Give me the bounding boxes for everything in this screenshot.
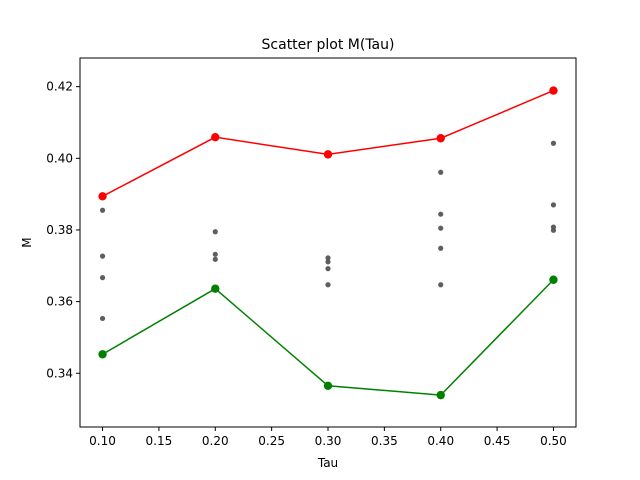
- series-1-point-1: [211, 132, 220, 142]
- series-0-point-1: [99, 253, 106, 259]
- series-2-point-4: [549, 275, 558, 284]
- series-0-point-19: [550, 227, 557, 233]
- series-0-point-3: [99, 315, 106, 322]
- series-2-point-0: [98, 350, 107, 359]
- y-axis-label: M: [20, 237, 34, 247]
- ticks-layer: 0.10 0.15 0.20 0.25 0.30 0.35 0.40 0.45 0.50 0.34…: [46, 80, 567, 448]
- series-0-point-14: [438, 245, 444, 251]
- series-0-point-11: [438, 169, 444, 175]
- series-0-point-9: [325, 266, 331, 272]
- series-2-line: [102, 279, 554, 396]
- y-tick-label-3: 0.40: [46, 151, 73, 165]
- series-2-point-1: [211, 284, 220, 293]
- series-0-point-5: [212, 251, 218, 257]
- y-tick-label-0: 0.34: [46, 366, 73, 380]
- chart-title: Scatter plot M(Tau): [262, 37, 395, 53]
- series-0-point-15: [438, 282, 444, 288]
- x-axis-label: Tau: [317, 456, 338, 470]
- series-0-point-8: [325, 259, 331, 265]
- series-2-point-3: [436, 390, 445, 400]
- series-0-point-17: [550, 202, 557, 208]
- plot-frame: [79, 57, 577, 428]
- x-tick-label-0: 0.10: [89, 434, 116, 448]
- series-0-point-16: [550, 140, 557, 146]
- series-1-point-4: [549, 86, 558, 95]
- x-tick-label-5: 0.35: [371, 434, 398, 448]
- x-tick-label-7: 0.45: [484, 434, 511, 448]
- series-0-point-2: [99, 275, 106, 281]
- series-1-point-0: [98, 192, 107, 201]
- plot-data-layer: [98, 86, 558, 400]
- series-2-point-2: [323, 381, 333, 391]
- series-0-point-6: [212, 256, 218, 262]
- x-tick-label-3: 0.25: [258, 434, 285, 448]
- y-tick-label-4: 0.42: [46, 80, 73, 94]
- series-0-point-12: [438, 211, 444, 217]
- x-tick-label-4: 0.30: [315, 434, 342, 448]
- x-tick-label-6: 0.40: [427, 434, 454, 448]
- series-1-line: [102, 89, 554, 197]
- y-tick-label-1: 0.36: [46, 295, 73, 309]
- series-0-point-10: [325, 282, 331, 288]
- x-tick-label-2: 0.20: [202, 434, 229, 448]
- x-tick-label-1: 0.15: [146, 434, 173, 448]
- series-0-point-4: [212, 229, 218, 235]
- series-0-point-13: [438, 225, 444, 231]
- series-0-point-0: [99, 207, 106, 213]
- series-1-point-3: [436, 134, 445, 143]
- y-tick-label-2: 0.38: [46, 223, 73, 237]
- series-0-point-7: [325, 255, 331, 261]
- x-tick-label-8: 0.50: [540, 434, 567, 448]
- series-1-point-2: [323, 150, 333, 159]
